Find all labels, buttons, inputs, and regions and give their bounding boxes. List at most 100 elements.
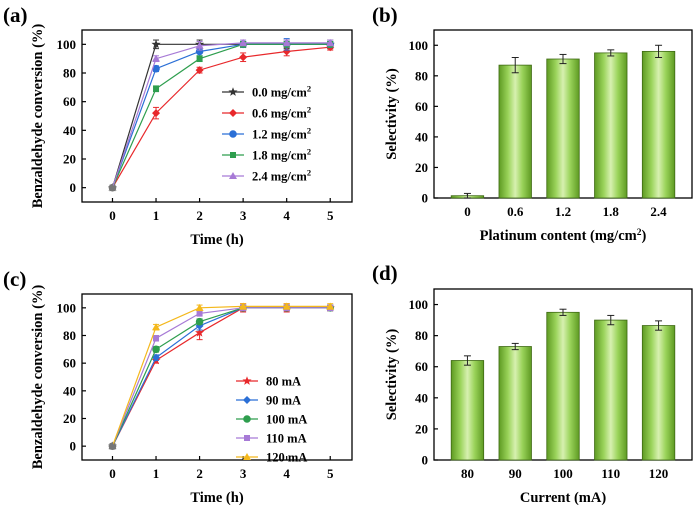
data-point	[152, 323, 161, 331]
legend-marker	[229, 172, 237, 179]
series-4	[108, 302, 335, 450]
y-tick-label: 40	[415, 129, 428, 144]
legend-marker	[230, 152, 236, 158]
x-tick-label: 120	[649, 466, 669, 481]
y-tick-label: 20	[63, 411, 76, 426]
y-axis-title: Benzaldehyde conversion (%)	[30, 24, 46, 209]
data-point	[152, 54, 161, 62]
legend-marker	[242, 376, 252, 385]
data-point	[152, 353, 161, 362]
x-tick-label: 2.4	[650, 204, 667, 219]
panel-label: (c)	[3, 267, 26, 291]
x-tick-label: 90	[509, 466, 522, 481]
y-tick-label: 100	[57, 300, 77, 315]
y-axis-title: Selectivity (%)	[384, 329, 400, 421]
data-point	[152, 109, 161, 118]
x-tick-label: 1.2	[555, 204, 571, 219]
x-axis-title: Time (h)	[190, 232, 243, 248]
x-tick-label: 2	[196, 208, 203, 223]
bar	[498, 346, 532, 461]
bar	[594, 319, 628, 461]
legend: 0.0 mg/cm2 0.6 mg/cm2 1.2 mg/cm2 1.8 mg/cm2…	[222, 84, 311, 184]
y-tick-label: 80	[63, 328, 76, 343]
data-point	[195, 317, 204, 326]
data-point	[282, 47, 291, 56]
legend-label: 110 mA	[266, 432, 307, 446]
bar	[546, 311, 580, 461]
y-tick-label: 20	[63, 152, 76, 167]
data-point	[153, 85, 160, 92]
series-line	[111, 307, 331, 447]
series-line	[111, 305, 331, 447]
chart-panel-1: Selectivity (%) Platinum content (mg/cm2)…	[384, 29, 693, 244]
y-tick-label: 20	[415, 421, 428, 436]
legend-label: 90 mA	[266, 394, 301, 408]
legend-label: 0.0 mg/cm2	[252, 84, 311, 100]
panel-label: (b)	[372, 3, 398, 27]
data-point	[152, 345, 160, 354]
y-tick-label: 20	[415, 160, 428, 175]
x-tick-label: 80	[461, 466, 474, 481]
y-axis-title: Selectivity (%)	[384, 68, 400, 160]
y-tick-label: 60	[63, 94, 76, 109]
x-tick-label: 0	[464, 204, 471, 219]
bar	[594, 52, 628, 199]
panel-label: (d)	[372, 261, 398, 285]
y-tick-label: 40	[63, 383, 76, 398]
bar	[641, 50, 676, 199]
data-point	[196, 55, 203, 62]
x-tick-label: 2	[196, 466, 203, 481]
x-tick-label: 0	[109, 208, 116, 223]
y-tick-label: 100	[409, 38, 429, 53]
legend-marker	[228, 87, 238, 96]
y-tick-label: 0	[422, 453, 429, 468]
plot-frame	[81, 293, 353, 461]
x-axis-title: Current (mA)	[520, 490, 606, 506]
legend-marker	[229, 130, 237, 138]
data-point	[196, 310, 203, 317]
data-point	[239, 53, 248, 62]
legend-label: 80 mA	[266, 375, 301, 389]
chart-panel-0: Benzaldehyde conversion (%) Time (h) 0 20 40…	[30, 24, 353, 248]
x-tick-label: 1.8	[603, 204, 620, 219]
chart-panel-3: Selectivity (%) Current (mA) 0 20 40 60 80 100 8…	[384, 288, 693, 506]
legend-label: 1.8 mg/cm2	[252, 147, 311, 163]
series-line	[111, 43, 331, 188]
y-tick-label: 80	[415, 68, 428, 83]
data-point	[239, 302, 248, 310]
x-tick-label: 3	[240, 466, 247, 481]
chart-panel-2: Benzaldehyde conversion (%) Time (h) 0 20 40…	[30, 285, 353, 506]
x-tick-label: 3	[240, 208, 247, 223]
legend-marker	[243, 453, 251, 460]
y-tick-label: 40	[63, 123, 76, 138]
y-tick-label: 40	[415, 390, 428, 405]
legend-label: 2.4 mg/cm2	[252, 168, 311, 184]
legend-marker	[243, 415, 251, 423]
legend-marker	[229, 109, 237, 117]
x-tick-label: 0	[109, 466, 116, 481]
x-axis-title: Time (h)	[190, 490, 243, 506]
data-point	[151, 39, 161, 49]
y-tick-label: 60	[415, 359, 428, 374]
y-tick-label: 100	[57, 37, 77, 52]
legend-label: 120 mA	[266, 451, 307, 465]
bar	[546, 58, 580, 199]
data-point	[195, 327, 205, 337]
bar	[450, 360, 485, 461]
x-axis-title: Platinum content (mg/cm2)	[480, 228, 647, 244]
data-point	[108, 183, 117, 191]
x-tick-label: 5	[327, 466, 334, 481]
data-point	[195, 41, 204, 49]
panel-label: (a)	[3, 3, 28, 27]
x-tick-label: 1	[153, 466, 160, 481]
y-tick-label: 0	[422, 191, 429, 206]
data-point	[326, 38, 335, 46]
y-tick-label: 100	[409, 297, 429, 312]
y-tick-label: 60	[415, 99, 428, 114]
y-tick-label: 80	[63, 66, 76, 81]
x-tick-label: 1	[153, 208, 160, 223]
data-point	[239, 38, 248, 46]
legend-label: 0.6 mg/cm2	[252, 105, 311, 121]
y-axis-title: Benzaldehyde conversion (%)	[30, 285, 46, 470]
